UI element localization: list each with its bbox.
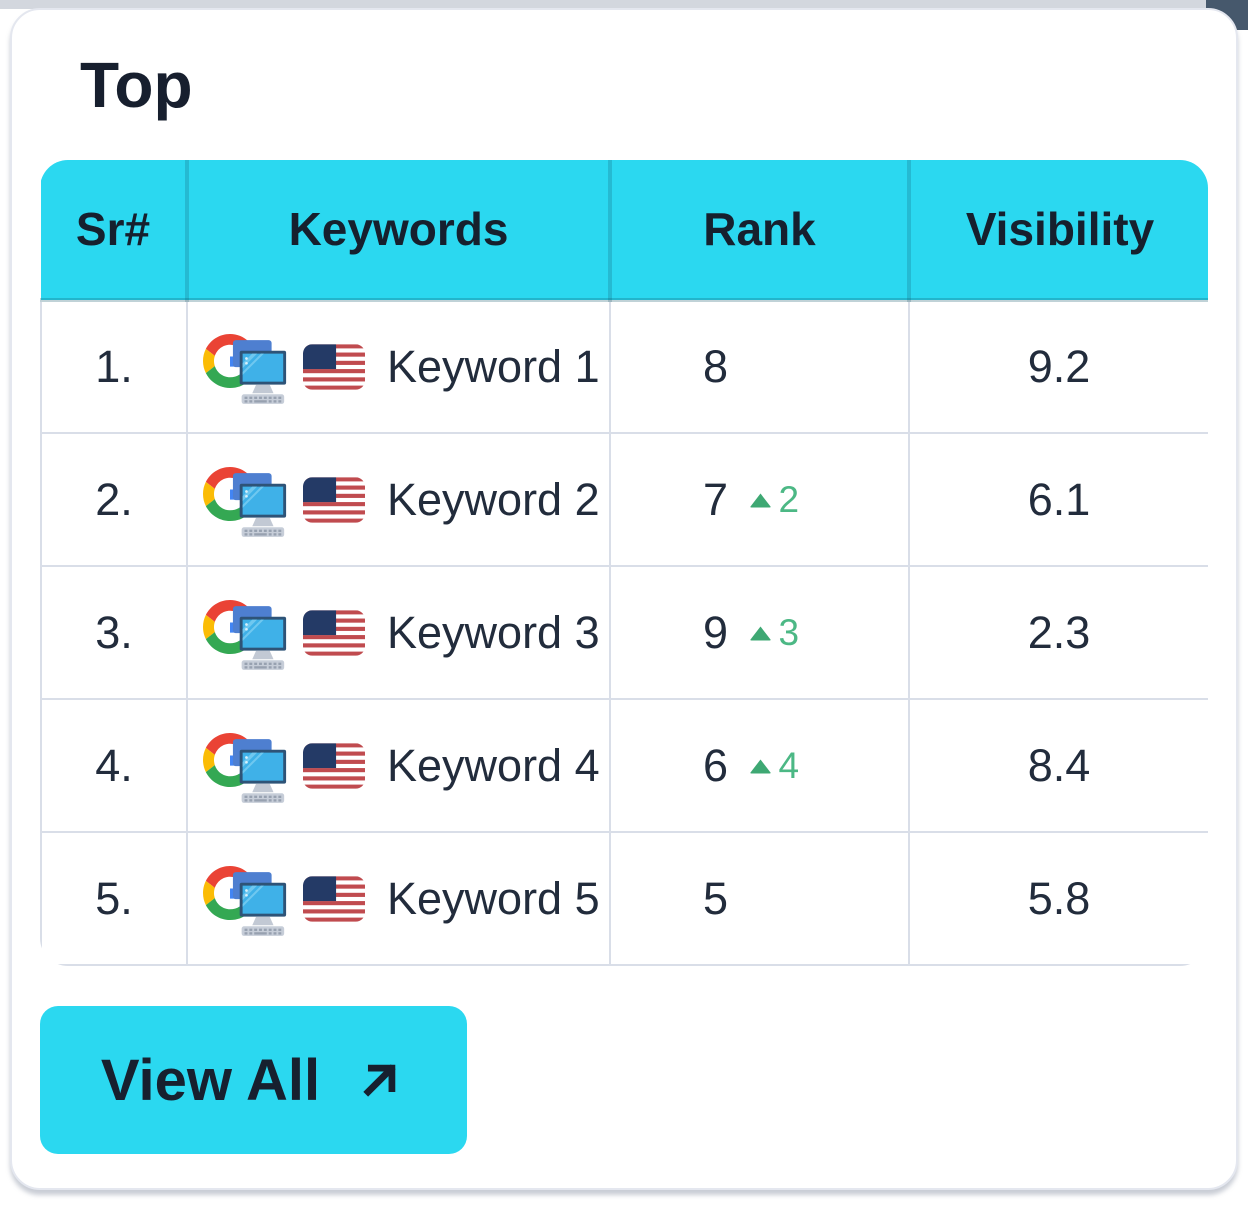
keyword-label: Keyword 1 bbox=[387, 341, 600, 392]
rank-cell: 7 2 bbox=[612, 474, 907, 526]
column-header-keywords: Keywords bbox=[187, 160, 612, 302]
column-header-visibility: Visibility bbox=[909, 160, 1208, 302]
row-serial: 3. bbox=[40, 565, 188, 700]
rank-value: 6 bbox=[702, 739, 729, 791]
page-background-strip bbox=[0, 0, 1248, 9]
column-header-sr: Sr# bbox=[41, 160, 189, 302]
keyword-label: Keyword 2 bbox=[387, 473, 600, 525]
visibility-value: 5.8 bbox=[908, 831, 1208, 966]
arrow-up-right-icon bbox=[363, 1064, 396, 1097]
rank-change-badge: 3 bbox=[749, 612, 821, 654]
desktop-computer-icon bbox=[232, 605, 287, 670]
row-serial: 2. bbox=[40, 432, 188, 567]
view-all-button[interactable]: View All bbox=[40, 1006, 467, 1154]
row-serial: 4. bbox=[40, 698, 188, 833]
keywords-table-body: 1. bbox=[40, 299, 1208, 966]
us-flag-icon bbox=[303, 609, 365, 656]
visibility-value: 6.1 bbox=[908, 432, 1208, 567]
rank-change-badge: 2 bbox=[749, 479, 821, 521]
desktop-computer-icon bbox=[232, 871, 287, 936]
keyword-cell: Keyword 3 bbox=[189, 592, 608, 674]
rank-cell: 5 bbox=[612, 873, 907, 925]
us-flag-icon bbox=[303, 476, 365, 523]
table-row: 3. bbox=[40, 565, 1208, 700]
triangle-up-icon bbox=[749, 759, 771, 773]
keyword-cell: Keyword 1 bbox=[189, 326, 608, 408]
rank-value: 8 bbox=[702, 341, 729, 392]
table-row: 1. bbox=[40, 299, 1208, 434]
table-row: 4. bbox=[40, 698, 1208, 833]
table-row: 5. bbox=[40, 831, 1208, 966]
keyword-cell: Keyword 4 bbox=[189, 725, 608, 807]
top-keywords-card: Top Sr# Keywords Rank Visibility 1. bbox=[10, 8, 1238, 1190]
rank-cell: 8 bbox=[612, 341, 907, 393]
column-header-rank: Rank bbox=[610, 160, 911, 302]
keywords-table: Sr# Keywords Rank Visibility 1. bbox=[40, 160, 1208, 966]
keyword-cell: Keyword 2 bbox=[189, 459, 608, 541]
us-flag-icon bbox=[303, 875, 365, 922]
view-all-label: View All bbox=[100, 1047, 321, 1113]
us-flag-icon bbox=[303, 344, 365, 390]
visibility-value: 9.2 bbox=[908, 299, 1208, 434]
rank-value: 7 bbox=[702, 473, 729, 525]
desktop-computer-icon bbox=[232, 738, 287, 803]
keyword-label: Keyword 5 bbox=[387, 872, 600, 924]
rank-change-value: 4 bbox=[778, 744, 800, 786]
visibility-value: 2.3 bbox=[908, 565, 1208, 700]
card-title: Top bbox=[80, 49, 193, 121]
table-header-row: Sr# Keywords Rank Visibility bbox=[41, 160, 1208, 302]
rank-change-value: 2 bbox=[778, 478, 800, 520]
table-row: 2. bbox=[40, 432, 1208, 567]
triangle-up-icon bbox=[749, 493, 771, 507]
triangle-up-icon bbox=[749, 626, 771, 640]
rank-cell: 9 3 bbox=[612, 607, 907, 659]
rank-change-badge: 4 bbox=[749, 745, 821, 787]
rank-value: 9 bbox=[702, 606, 729, 658]
us-flag-icon bbox=[303, 742, 365, 789]
row-serial: 5. bbox=[40, 831, 188, 966]
rank-value: 5 bbox=[702, 872, 729, 924]
rank-change-value: 3 bbox=[778, 611, 800, 653]
desktop-computer-icon bbox=[232, 472, 287, 537]
keyword-label: Keyword 3 bbox=[387, 606, 600, 658]
keyword-label: Keyword 4 bbox=[387, 739, 600, 791]
desktop-computer-icon bbox=[232, 340, 287, 404]
rank-cell: 6 4 bbox=[612, 740, 907, 792]
row-serial: 1. bbox=[40, 299, 188, 434]
keyword-cell: Keyword 5 bbox=[189, 858, 608, 940]
visibility-value: 8.4 bbox=[908, 698, 1208, 833]
